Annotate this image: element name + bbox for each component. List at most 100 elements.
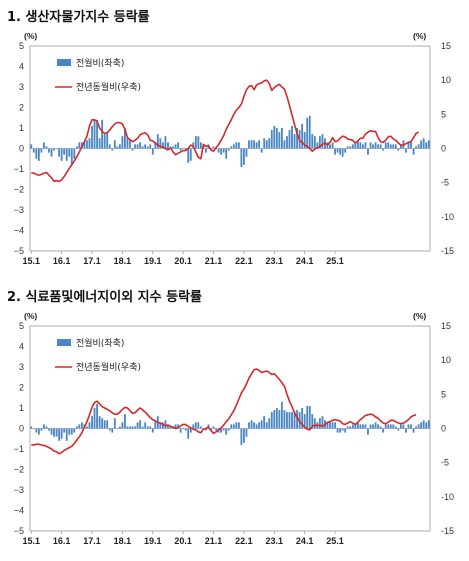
bar: [118, 144, 121, 149]
bar: [58, 428, 61, 441]
bar: [359, 424, 362, 429]
bar: [136, 422, 139, 429]
bar: [32, 428, 35, 430]
bar: [260, 148, 263, 153]
bar: [121, 422, 124, 429]
bar: [113, 140, 116, 149]
bar: [288, 412, 291, 429]
bar: [70, 148, 73, 165]
bar: [321, 134, 324, 149]
bar: [422, 420, 425, 429]
bar: [422, 138, 425, 149]
bar: [286, 136, 288, 149]
x-tick-label: 24.1: [296, 536, 314, 546]
bar: [341, 428, 344, 431]
bar: [293, 134, 296, 149]
bar: [344, 148, 347, 153]
bar: [417, 144, 420, 149]
bar: [415, 146, 417, 149]
left-tick-label: −3: [14, 205, 24, 215]
bar: [382, 148, 385, 151]
bar: [172, 146, 174, 149]
left-tick-label: 0: [19, 424, 24, 434]
bar: [136, 144, 139, 149]
bar: [124, 414, 126, 429]
bar: [108, 428, 111, 431]
bar: [48, 428, 50, 431]
legend-label-line: 전년동월비(우축): [76, 361, 141, 373]
bar: [407, 424, 410, 429]
bar: [126, 138, 129, 149]
bar: [159, 138, 162, 149]
bar: [402, 424, 405, 429]
bar: [318, 418, 321, 429]
bar: [164, 420, 167, 429]
bar: [389, 144, 392, 149]
bar: [129, 140, 131, 149]
bar: [248, 422, 250, 429]
bar: [50, 148, 53, 157]
bar: [372, 424, 374, 429]
bar: [273, 125, 276, 149]
bar: [245, 428, 248, 437]
bar: [116, 146, 119, 149]
bar: [296, 128, 298, 149]
bar: [162, 142, 164, 149]
bar: [146, 146, 149, 149]
bar: [374, 142, 377, 149]
bar: [45, 426, 48, 429]
legend-bar-swatch: [57, 339, 71, 346]
bar: [78, 424, 81, 429]
legend-label-bar: 전월비(좌축): [76, 337, 124, 349]
bar: [53, 428, 55, 437]
left-tick-label: −2: [14, 185, 24, 195]
bar: [43, 424, 45, 429]
bar: [212, 426, 215, 429]
bar: [103, 134, 106, 149]
chart-panel-ppi: 1. 생산자물가지수 등락률 (%) (%) 5 4 3 2 1 0 −1 −2 −3 −4 −5 1…: [0, 0, 469, 280]
bar: [35, 428, 38, 433]
bar: [425, 422, 428, 429]
bar: [126, 426, 129, 429]
bar: [237, 422, 240, 429]
x-tick-label: 21.1: [205, 256, 223, 266]
bar: [98, 416, 101, 429]
bar: [291, 125, 293, 149]
bar: [232, 424, 235, 429]
legend-label-line: 전년동월비(우축): [76, 81, 141, 93]
left-tick-label: −1: [14, 444, 24, 454]
legend-label-bar: 전월비(좌축): [76, 57, 124, 69]
bar: [131, 148, 134, 151]
right-tick-label: -15: [441, 526, 454, 536]
bar: [329, 144, 331, 149]
bar: [326, 422, 329, 429]
bar: [258, 422, 261, 429]
bar: [169, 426, 172, 429]
bar: [162, 422, 164, 429]
bar: [30, 426, 33, 429]
bar: [321, 416, 324, 429]
bar: [362, 144, 364, 149]
bar: [58, 148, 61, 157]
bar: [367, 148, 369, 155]
bar: [346, 146, 349, 149]
bar: [260, 420, 263, 429]
bar: [177, 424, 180, 429]
bar: [48, 148, 50, 153]
bar: [65, 148, 68, 161]
bar: [37, 428, 40, 435]
bar: [43, 142, 45, 149]
bar: [45, 146, 48, 149]
bar: [159, 422, 162, 429]
x-tick-label: 17.1: [83, 536, 101, 546]
series-line: [31, 368, 417, 455]
left-tick-label: 1: [19, 403, 24, 413]
bar: [111, 148, 114, 151]
x-tick-label: 21.1: [205, 536, 223, 546]
right-tick-label: 15: [441, 41, 451, 51]
bar: [111, 428, 114, 433]
bar: [113, 418, 116, 429]
bar: [75, 426, 78, 429]
bar: [301, 123, 304, 149]
